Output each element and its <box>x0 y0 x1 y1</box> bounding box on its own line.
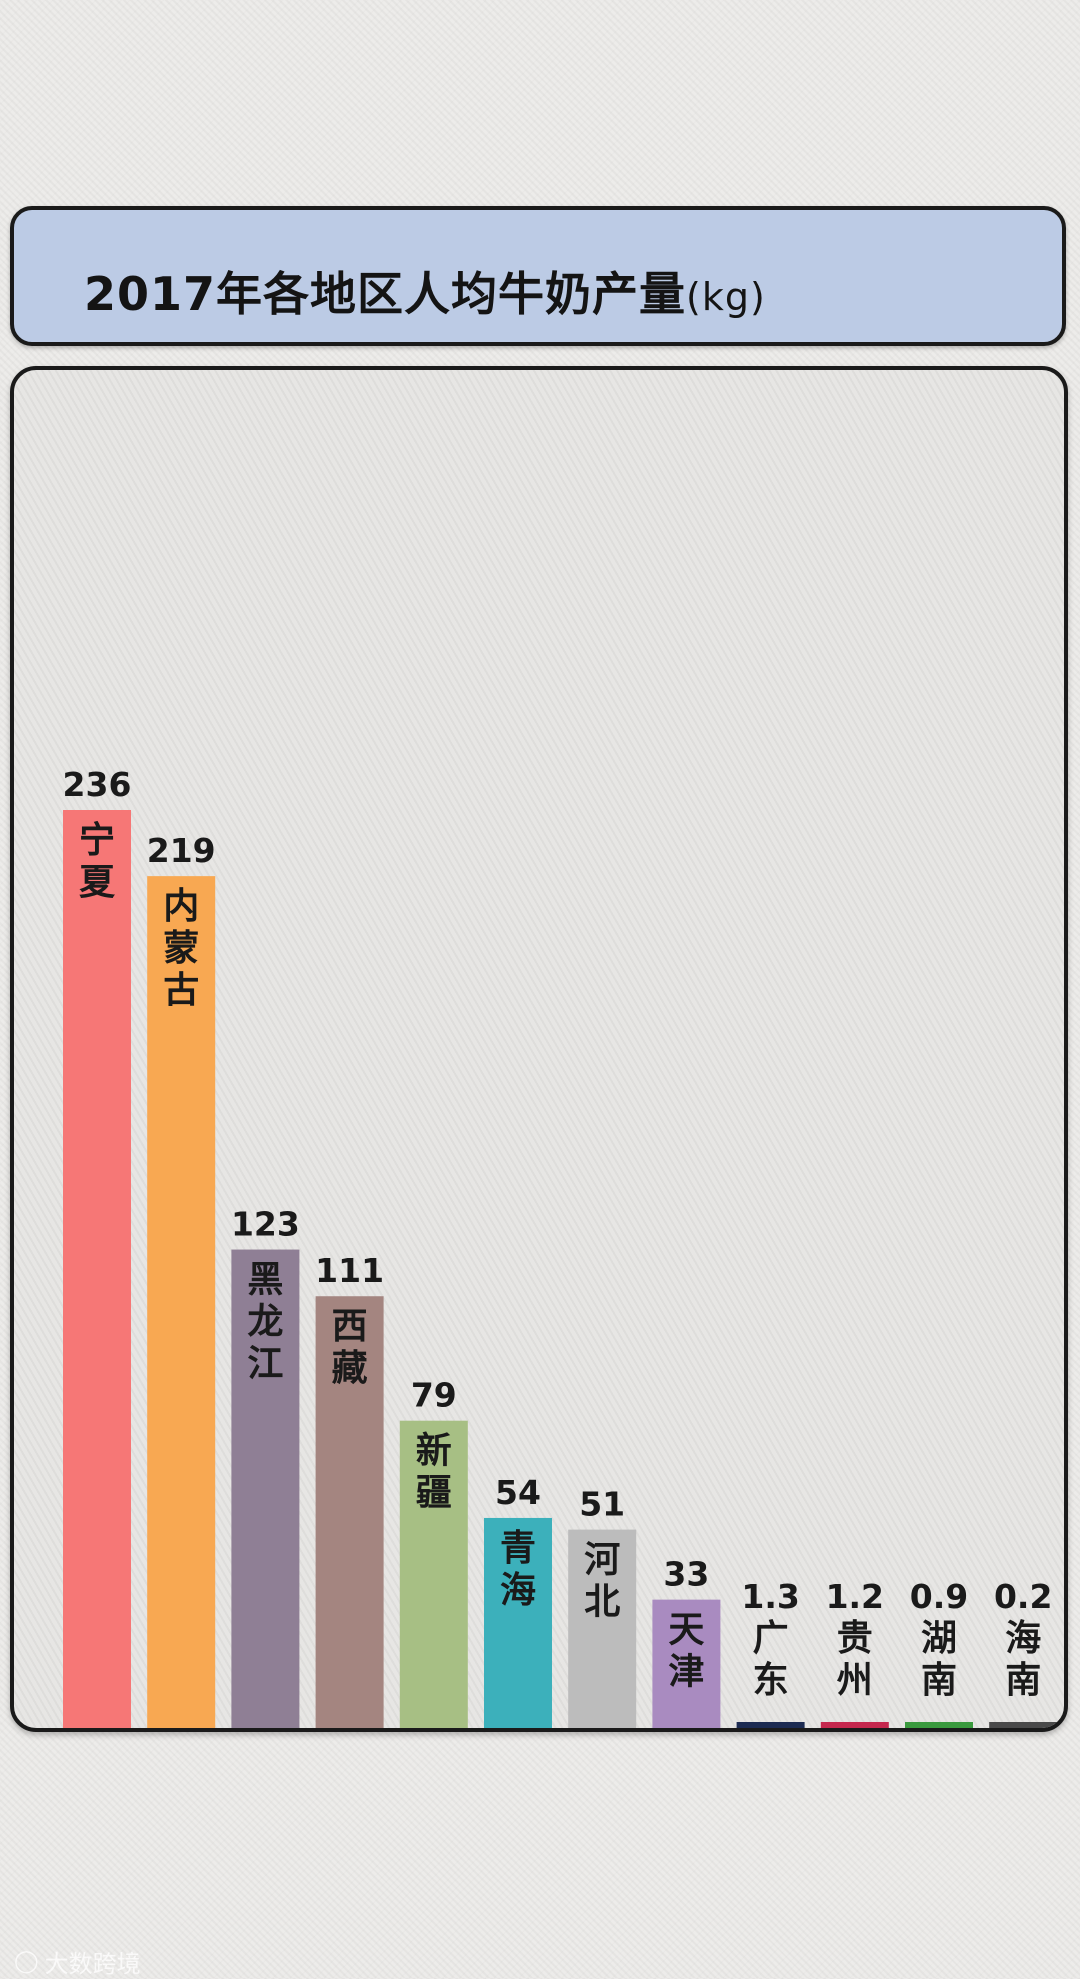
value-label-4: 111 <box>315 1251 384 1290</box>
value-label-1: 236 <box>63 765 132 804</box>
title-banner: 2017年各地区人均牛奶产量(kg) <box>10 206 1066 346</box>
category-label-2: 内蒙古 <box>163 886 199 1011</box>
value-label-2: 219 <box>147 831 216 870</box>
bar-11 <box>905 1722 973 1728</box>
bar-2 <box>147 876 216 1728</box>
value-label-11: 0.9 <box>910 1577 968 1616</box>
value-label-8: 33 <box>663 1555 709 1594</box>
category-label-4: 西藏 <box>332 1306 368 1389</box>
chart-panel: 236 宁夏 219 内蒙古 123 黑龙江 111 西藏 79 新疆 54 青海 51 河北 33 天津 1.… <box>10 366 1068 1732</box>
bar-6 <box>484 1517 552 1728</box>
value-label-12: 0.2 <box>994 1577 1052 1616</box>
category-label-9: 广东 <box>753 1618 789 1701</box>
category-label-6: 青海 <box>500 1528 536 1611</box>
bar-7 <box>568 1529 637 1728</box>
bar-8 <box>652 1599 721 1728</box>
bar-1 <box>63 810 131 1728</box>
watermark: ◯ 大数跨境 <box>14 1944 141 1979</box>
category-label-3: 黑龙江 <box>247 1260 283 1385</box>
watermark-text: 大数跨境 <box>44 1950 141 1978</box>
category-label-7: 河北 <box>584 1540 620 1623</box>
chart-title: 2017年各地区人均牛奶产量(kg) <box>84 258 766 324</box>
category-label-8: 天津 <box>668 1610 704 1693</box>
bar-9 <box>736 1722 805 1728</box>
bar-5 <box>399 1420 468 1728</box>
category-label-12: 海南 <box>1005 1618 1041 1701</box>
bar-12 <box>989 1722 1058 1728</box>
value-label-10: 1.2 <box>826 1577 884 1616</box>
value-label-9: 1.3 <box>741 1577 799 1616</box>
bar-4 <box>315 1296 384 1728</box>
value-label-5: 79 <box>411 1376 457 1415</box>
bar-3 <box>231 1249 300 1728</box>
logo-icon: ◯ <box>14 1949 39 1974</box>
value-label-7: 51 <box>579 1485 625 1524</box>
chart-title-main: 2017年各地区人均牛奶产量 <box>84 267 687 321</box>
chart-title-unit: (kg) <box>686 275 766 319</box>
value-label-3: 123 <box>231 1205 300 1244</box>
bar-chart: 236 宁夏 219 内蒙古 123 黑龙江 111 西藏 79 新疆 54 青海 51 河北 33 天津 1.… <box>63 765 1058 1728</box>
value-label-6: 54 <box>495 1473 541 1512</box>
category-label-11: 湖南 <box>921 1618 957 1701</box>
category-label-5: 新疆 <box>416 1431 452 1514</box>
category-label-10: 贵州 <box>837 1618 873 1701</box>
category-label-1: 宁夏 <box>79 820 116 903</box>
bar-10 <box>820 1722 889 1728</box>
